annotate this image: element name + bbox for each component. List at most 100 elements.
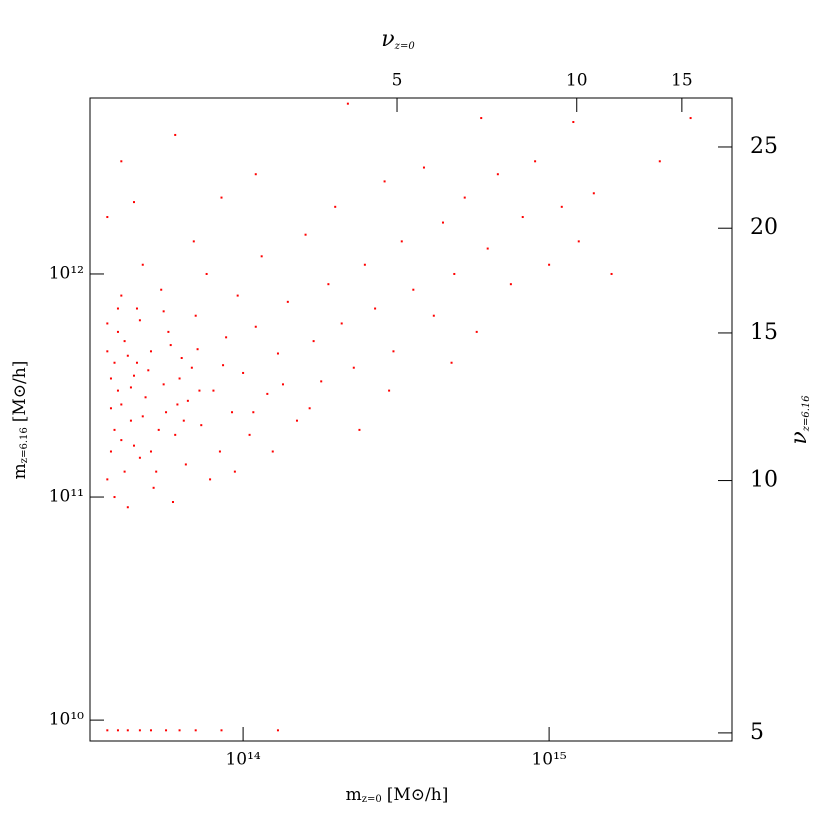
point [149,350,152,353]
point [450,361,453,364]
point [358,428,361,431]
point [548,263,551,266]
point [162,310,165,313]
point [286,300,289,303]
point [116,729,119,732]
point [149,450,152,453]
point [463,196,466,199]
point [160,288,163,291]
point [327,283,330,286]
point [184,463,187,466]
x-axis-label: mz=0 [M⊙/h] [346,785,449,805]
point [116,330,119,333]
point [123,340,126,343]
point [260,255,263,258]
y-label-unit: [M⊙/h] [10,361,30,423]
point [400,240,403,243]
y-label-sub: z=6.16 [19,427,30,463]
point [496,173,499,176]
point [194,729,197,732]
point [276,352,279,355]
point [521,216,524,219]
point [658,160,661,163]
x2-label-main: ν [381,27,394,52]
point [308,407,311,410]
point [141,415,144,418]
point [295,419,298,422]
point [178,729,181,732]
point [123,470,126,473]
point [106,478,109,481]
point [509,283,512,286]
y2-tick-label: 20 [750,215,778,240]
x2-tick-label: 10 [566,71,588,91]
point [149,729,152,732]
point [231,411,234,414]
point [392,350,395,353]
y2-axis-label: νz=6.16 [787,395,812,445]
point [120,439,123,442]
point [304,233,307,236]
point [254,325,257,328]
point [352,366,355,369]
point [132,374,135,377]
point [198,389,201,392]
y-tick-label: 10¹² [49,263,84,283]
point [266,392,269,395]
point [383,180,386,183]
point [218,450,221,453]
point [116,389,119,392]
point [281,383,284,386]
point [126,506,129,509]
x2-label-sub: z=0 [394,41,416,52]
point [475,330,478,333]
point [174,133,177,136]
point [271,450,274,453]
point [200,424,203,427]
point [144,396,147,399]
point [209,478,212,481]
point [534,160,537,163]
point [453,272,456,275]
x2-axis-label: νz=0 [381,27,415,52]
point [212,389,215,392]
point [106,216,109,219]
point [162,383,165,386]
point [222,364,225,367]
y2-label-sub: z=6.16 [801,395,812,433]
point [120,294,123,297]
point [106,350,109,353]
x2-tick-label: 15 [671,71,693,91]
point [186,399,189,402]
point [248,433,251,436]
point [252,411,255,414]
point [374,307,377,310]
point [560,205,563,208]
point [412,288,415,291]
point [205,272,208,275]
point [254,173,257,176]
point [220,196,223,199]
point [147,369,150,372]
point [225,336,228,339]
point [196,348,199,351]
point [135,307,138,310]
y-tick-label: 10¹¹ [49,487,84,507]
y-label-main: m [10,463,30,479]
point [572,121,575,124]
point [106,322,109,325]
point [138,456,141,459]
point [165,729,168,732]
point [169,344,172,347]
point [132,444,135,447]
point [138,319,141,322]
y2-label-main: ν [787,431,812,444]
point [233,470,236,473]
point [174,433,177,436]
y2-tick-label: 5 [750,720,764,745]
x-label-sub: z=0 [362,794,382,805]
point [689,117,692,120]
point [171,501,174,504]
point [441,221,444,224]
